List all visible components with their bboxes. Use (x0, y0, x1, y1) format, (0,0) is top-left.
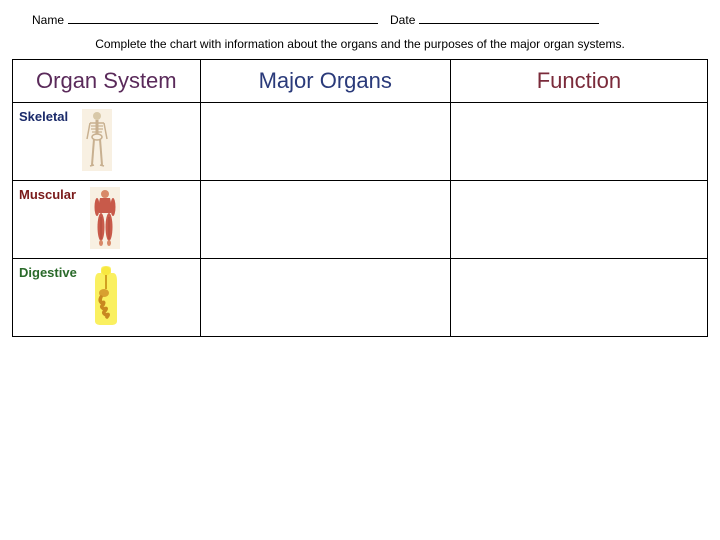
row-label-skeletal: Skeletal (19, 107, 68, 124)
cell-system-muscular: Muscular (13, 181, 201, 259)
row-label-muscular: Muscular (19, 185, 76, 202)
cell-function-muscular (450, 181, 707, 259)
col-header-function: Function (450, 60, 707, 103)
table-row: Skeletal (13, 103, 708, 181)
digestive-icon (85, 263, 127, 329)
row-label-digestive: Digestive (19, 263, 77, 280)
cell-function-digestive (450, 259, 707, 337)
header-line: Name Date (12, 8, 708, 33)
organ-systems-table: Organ System Major Organs Function Skele… (12, 59, 708, 337)
name-label: Name (32, 13, 64, 27)
date-label: Date (390, 13, 415, 27)
cell-major-organs-muscular (200, 181, 450, 259)
cell-major-organs-skeletal (200, 103, 450, 181)
skeletal-icon (76, 107, 118, 173)
table-row: Muscular (13, 181, 708, 259)
table-row: Digestive (13, 259, 708, 337)
cell-system-skeletal: Skeletal (13, 103, 201, 181)
col-header-major-organs: Major Organs (200, 60, 450, 103)
name-blank-line (68, 12, 378, 24)
cell-function-skeletal (450, 103, 707, 181)
instruction-text: Complete the chart with information abou… (12, 33, 708, 59)
cell-major-organs-digestive (200, 259, 450, 337)
col-header-organ-system: Organ System (13, 60, 201, 103)
muscular-icon (84, 185, 126, 251)
cell-system-digestive: Digestive (13, 259, 201, 337)
table-header-row: Organ System Major Organs Function (13, 60, 708, 103)
date-blank-line (419, 12, 599, 24)
